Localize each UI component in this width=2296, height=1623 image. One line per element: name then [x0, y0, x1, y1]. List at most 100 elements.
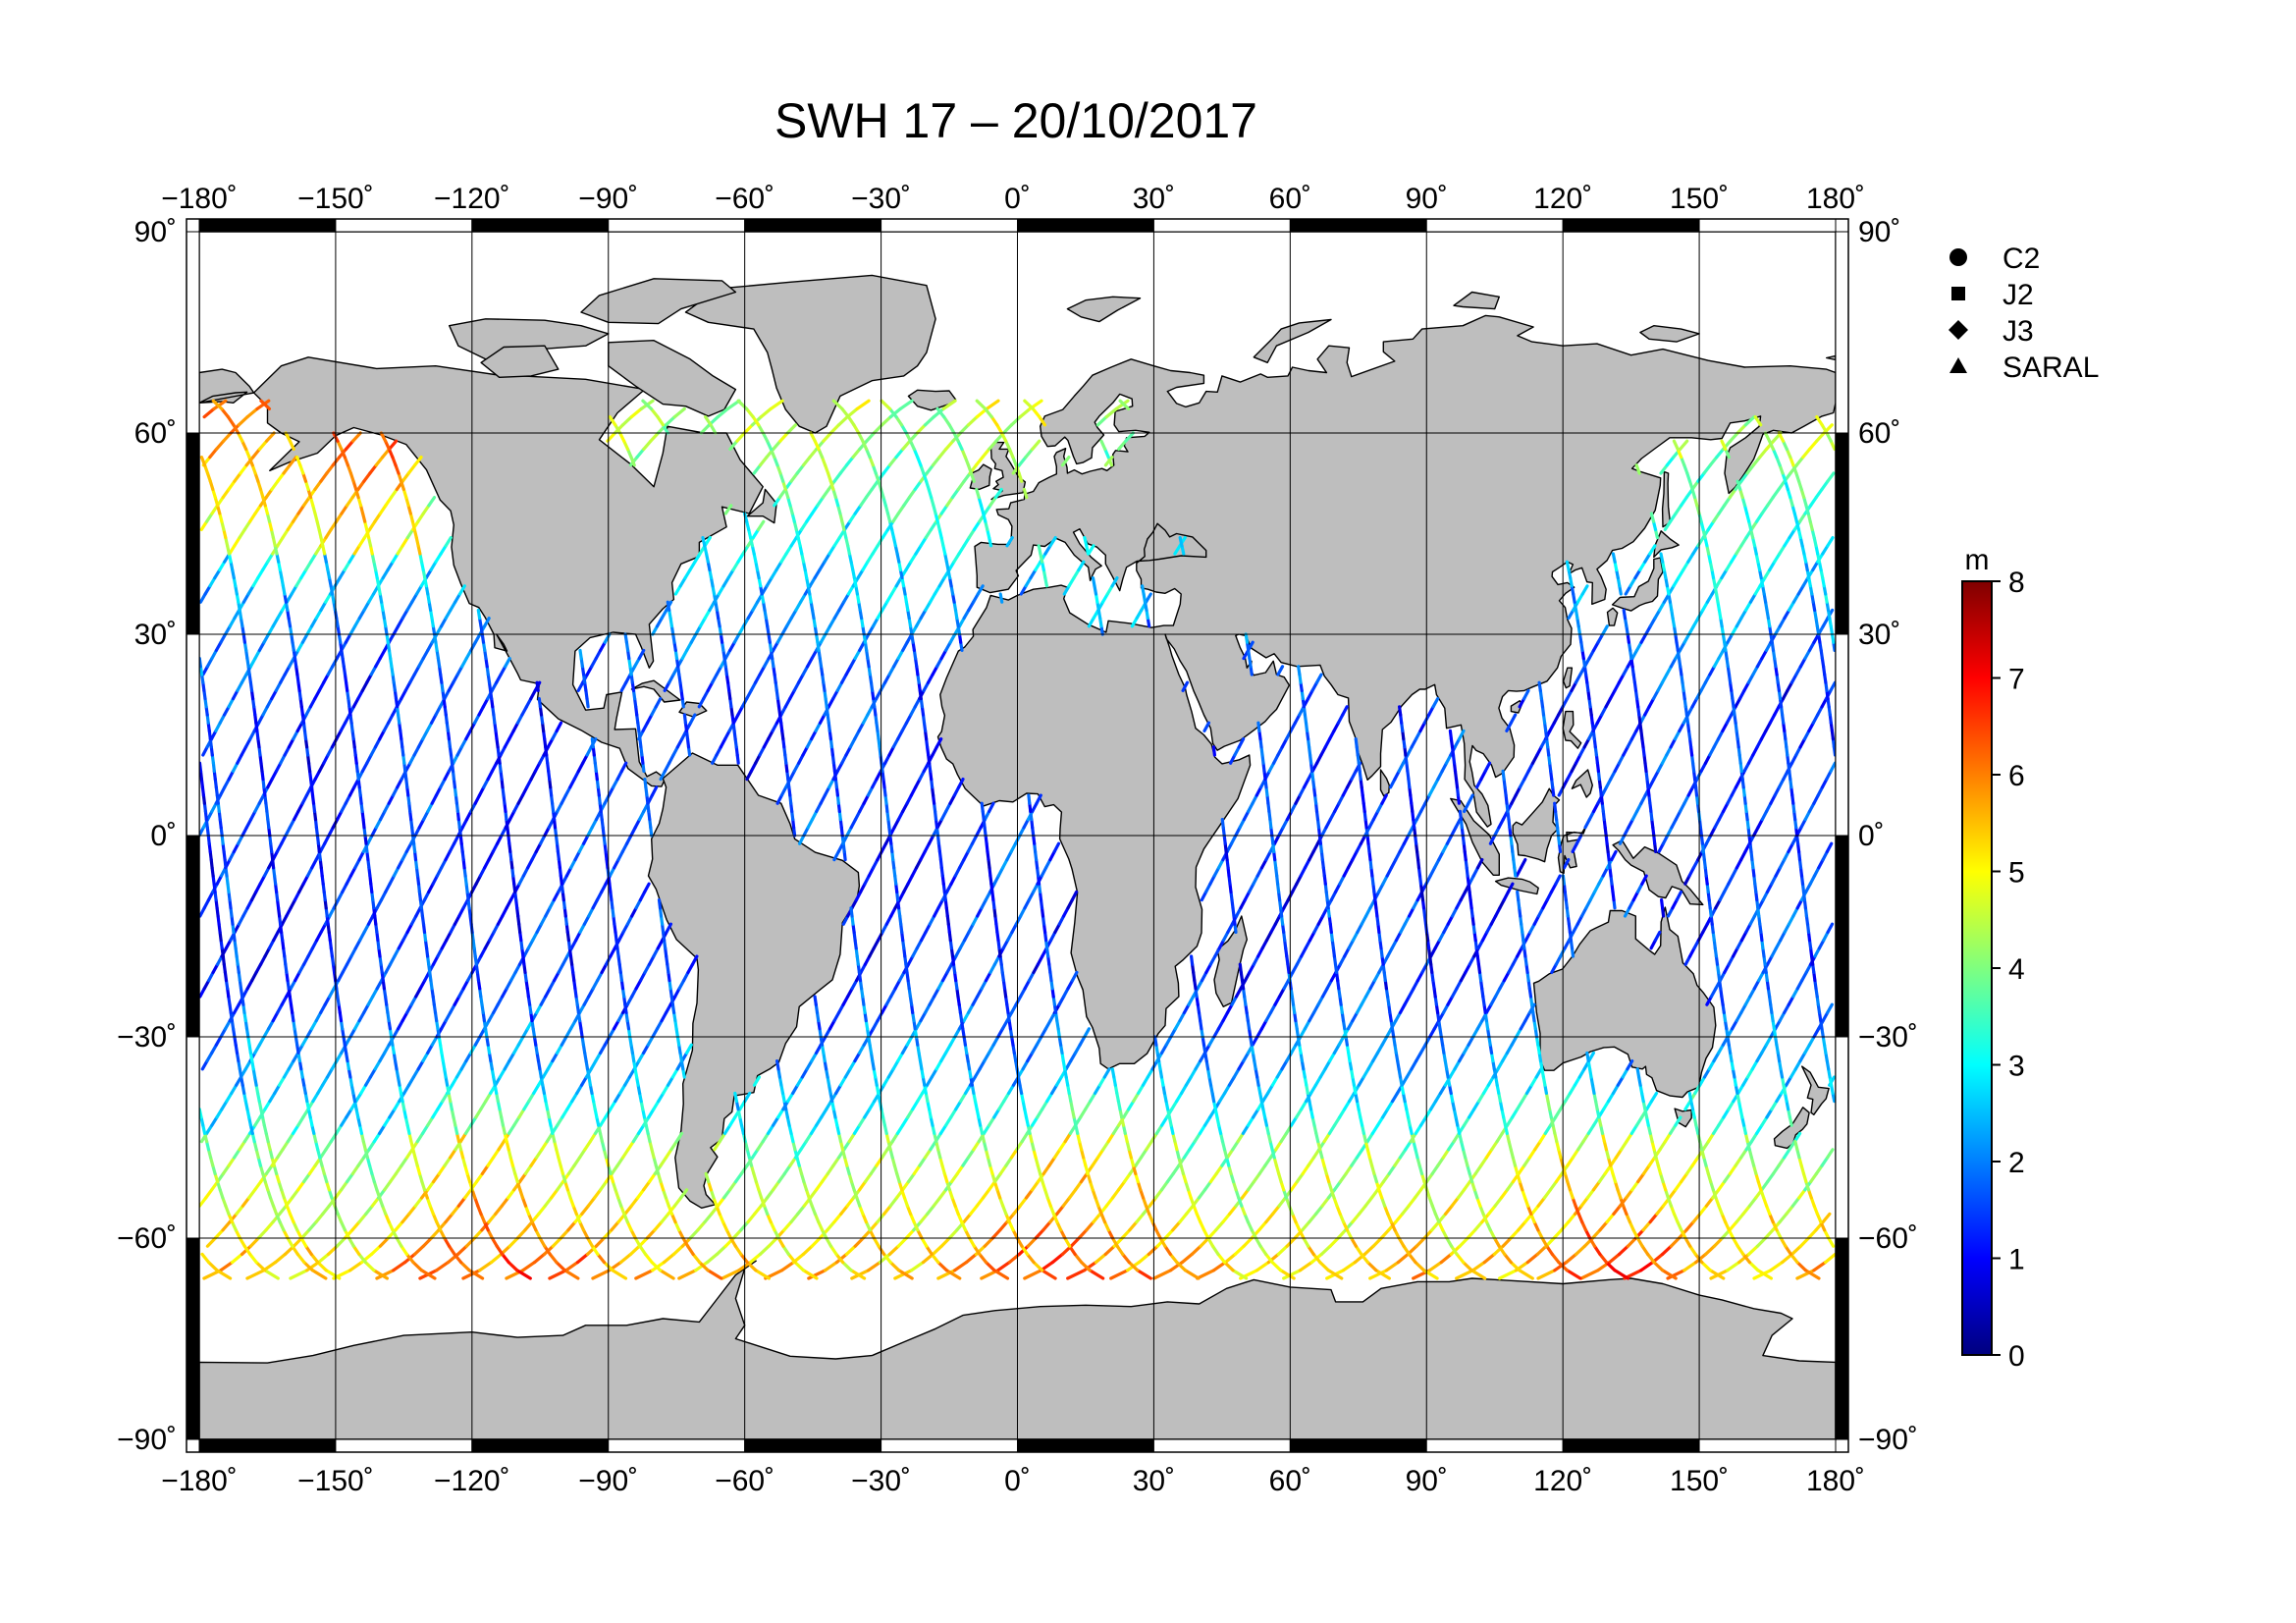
track-segment — [590, 736, 595, 749]
track-segment — [1427, 1260, 1443, 1272]
land-mindanao — [1571, 769, 1593, 798]
track-segment — [504, 656, 511, 669]
track-segment — [221, 487, 231, 500]
track-segment — [464, 1236, 476, 1248]
track-segment — [1274, 1139, 1283, 1152]
track-segment — [779, 552, 788, 564]
track-segment — [235, 1204, 244, 1217]
track-segment — [278, 1204, 288, 1217]
track-segment — [1820, 1156, 1830, 1167]
track-segment — [486, 1156, 496, 1167]
track-segment — [926, 1204, 935, 1217]
track-segment — [932, 406, 945, 419]
track-segment — [1760, 1179, 1770, 1192]
track-segment — [1462, 1115, 1471, 1127]
track-segment — [1341, 705, 1349, 717]
track-segment — [1085, 1219, 1095, 1232]
track-segment — [1357, 1204, 1367, 1217]
track-segment — [1457, 729, 1466, 741]
track-segment — [421, 1236, 433, 1248]
track-segment — [641, 1179, 652, 1192]
track-segment — [900, 1179, 911, 1192]
track-segment — [264, 1163, 274, 1176]
track-segment — [771, 1115, 780, 1127]
track-segment — [1590, 1228, 1602, 1240]
track-segment — [301, 496, 311, 508]
track-segment — [1237, 736, 1246, 749]
track-segment — [1197, 1188, 1207, 1200]
track-segment — [1095, 1148, 1105, 1160]
track-segment — [1181, 680, 1190, 693]
track-segment — [611, 1269, 628, 1280]
track-segment — [1790, 1196, 1801, 1208]
track-segment — [1536, 1196, 1547, 1208]
track-segment — [1285, 1236, 1297, 1248]
track-segment — [313, 479, 323, 491]
track-segment — [1665, 456, 1676, 467]
track-segment — [1095, 415, 1108, 427]
track-segment — [1745, 463, 1755, 475]
track-segment — [1473, 1163, 1483, 1176]
track-segment — [1535, 1244, 1548, 1257]
track-segment — [483, 616, 491, 628]
track-segment — [1660, 1244, 1674, 1257]
track-segment — [458, 1131, 468, 1144]
track-segment — [586, 1196, 597, 1208]
track-segment — [1424, 1171, 1434, 1184]
track-segment — [1109, 1269, 1130, 1280]
track-segment — [845, 1196, 856, 1208]
track-segment — [231, 1252, 244, 1265]
track-segment — [296, 1179, 306, 1192]
track-segment — [1443, 1204, 1454, 1217]
track-segment — [1625, 1131, 1633, 1144]
track-segment — [1509, 1228, 1521, 1240]
track-segment — [1050, 1252, 1065, 1265]
track-segment — [1728, 487, 1737, 500]
track-segment — [1495, 1131, 1504, 1144]
land-greenland — [684, 274, 936, 434]
track-segment — [1758, 447, 1769, 460]
track-segment — [1018, 406, 1032, 419]
track-segment — [1815, 415, 1824, 427]
track-segment — [1706, 519, 1716, 532]
track-segment — [1825, 1148, 1835, 1160]
track-segment — [1313, 1204, 1324, 1217]
track-segment — [620, 1148, 630, 1160]
track-segment — [221, 1219, 232, 1232]
track-segment — [1726, 1260, 1741, 1272]
track-segment — [828, 544, 836, 556]
track-segment — [1311, 1148, 1321, 1160]
track-segment — [1211, 1260, 1228, 1272]
track-segment — [226, 415, 236, 427]
track-segment — [1728, 1163, 1737, 1176]
track-segment — [345, 496, 354, 508]
track-segment — [748, 1252, 763, 1265]
track-segment — [1415, 1236, 1426, 1248]
track-segment — [1617, 1244, 1630, 1257]
track-segment — [896, 1236, 908, 1248]
track-segment — [474, 1108, 483, 1119]
track-segment — [609, 1099, 617, 1111]
land-svalbard — [1066, 296, 1142, 323]
track-segment — [801, 456, 812, 467]
track-segment — [887, 456, 898, 467]
track-segment — [351, 431, 362, 443]
track-segment — [548, 1252, 559, 1265]
track-segment — [1668, 1188, 1678, 1200]
track-segment — [1490, 1139, 1499, 1152]
track-segment — [1101, 1139, 1110, 1152]
track-segment — [378, 504, 388, 515]
track-segment — [523, 1219, 534, 1232]
track-segment — [296, 1115, 305, 1127]
track-segment — [388, 1108, 397, 1119]
track-segment — [1794, 456, 1805, 467]
track-segment — [967, 527, 977, 540]
track-segment — [688, 713, 697, 725]
track-segment — [451, 1204, 460, 1217]
track-segment — [429, 1228, 441, 1240]
track-segment — [523, 1163, 533, 1176]
track-segment — [981, 447, 991, 460]
track-segment — [1483, 761, 1492, 774]
track-segment — [1610, 849, 1618, 862]
track-segment — [1797, 1188, 1807, 1200]
